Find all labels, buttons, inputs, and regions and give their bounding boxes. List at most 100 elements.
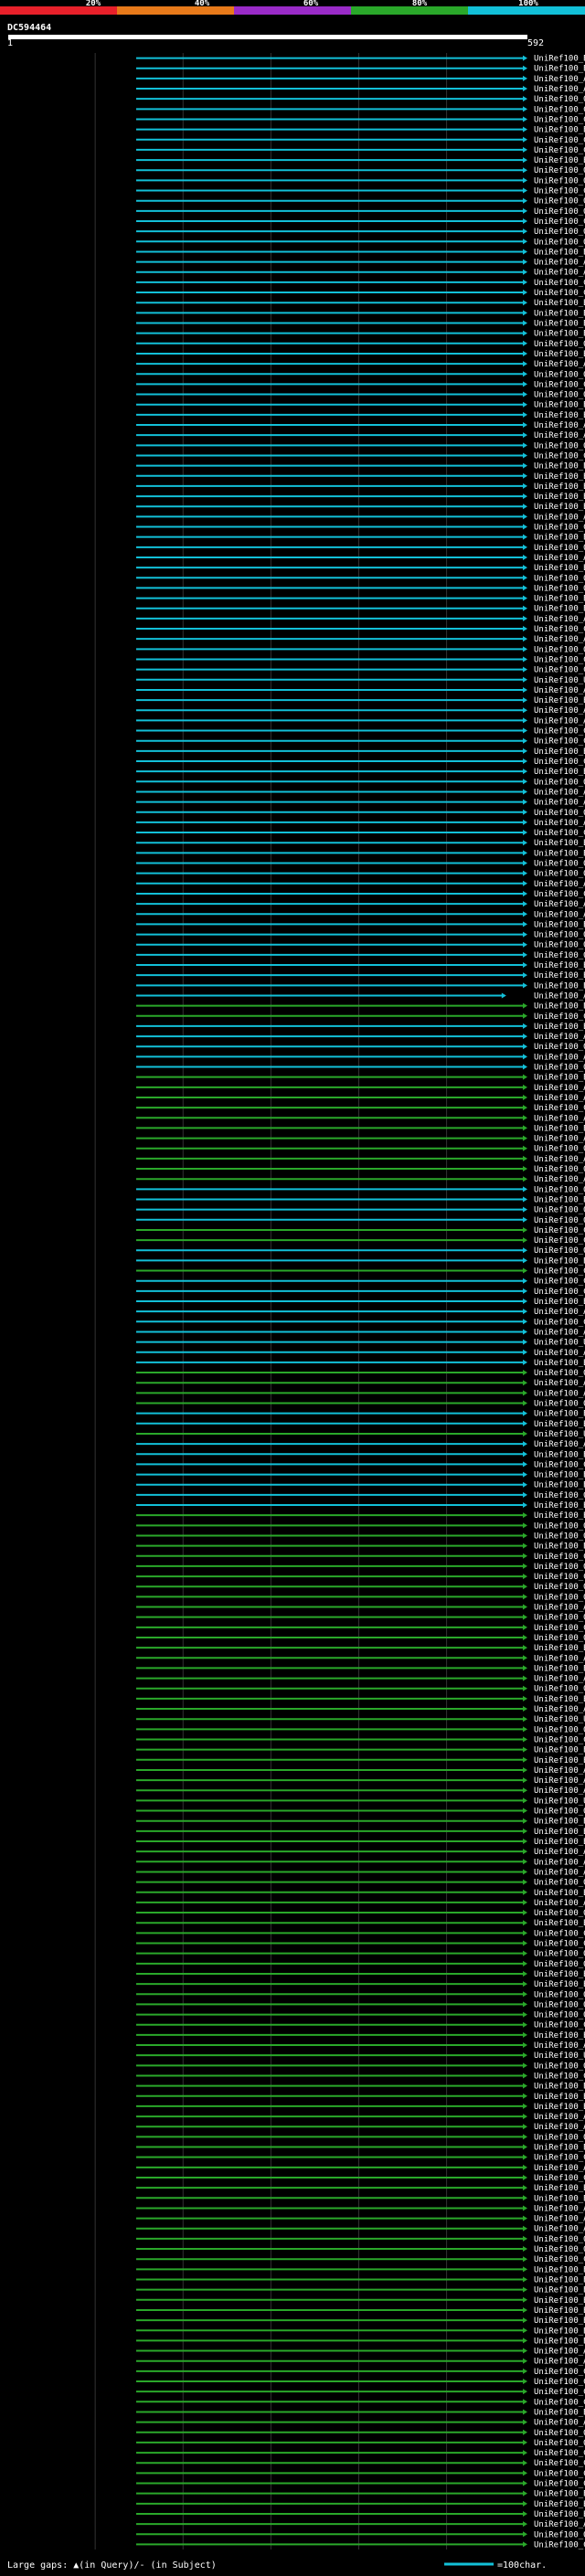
hit-label[interactable]: UniRef100_B9HI29: [534, 2194, 585, 2203]
hit-label[interactable]: UniRef100_B9I5S7: [534, 330, 585, 339]
hit-label[interactable]: UniRef100_Q7G2B6: [534, 1185, 585, 1194]
hit-label[interactable]: UniRef100_C5Y9Y1: [534, 380, 585, 389]
hit-label[interactable]: UniRef100_C5X6F2: [534, 1318, 585, 1327]
hit-label[interactable]: UniRef100_B9IE38: [534, 981, 585, 991]
hit-label[interactable]: UniRef100_Q8LJ11: [534, 1400, 585, 1409]
hit-label[interactable]: UniRef100_B9F4T8: [534, 1828, 585, 1837]
hit-label[interactable]: UniRef100_A3CJ52: [534, 1379, 585, 1388]
hit-label[interactable]: UniRef100_A7MWV9: [534, 1440, 585, 1449]
hit-label[interactable]: UniRef100_A9SNP9: [534, 880, 585, 889]
hit-label[interactable]: UniRef100_A3BBH4: [534, 900, 585, 909]
hit-label[interactable]: UniRef100_B9HYN0: [534, 2408, 585, 2417]
hit-label[interactable]: UniRef100_Q6ETP0: [534, 2439, 585, 2448]
hit-label[interactable]: UniRef100_C5XF21: [534, 1012, 585, 1022]
hit-label[interactable]: UniRef100_B8S5Q4: [534, 595, 585, 604]
hit-label[interactable]: UniRef100_Q8H4F5: [534, 1583, 585, 1592]
hit-label[interactable]: UniRef100_B9HH17: [534, 1746, 585, 1755]
hit-label[interactable]: UniRef100_Q84TE6: [534, 1614, 585, 1623]
hit-label[interactable]: UniRef100_A9TLK6: [534, 1654, 585, 1663]
hit-label[interactable]: UniRef100_Q0C3T0: [534, 2062, 585, 2071]
hit-label[interactable]: UniRef100_A9SZ58: [534, 1705, 585, 1714]
hit-label[interactable]: UniRef100_C5XDI7: [534, 1104, 585, 1113]
hit-label[interactable]: UniRef100_C5Z0N5: [534, 2449, 585, 2458]
hit-label[interactable]: UniRef100_C0J1R3: [534, 115, 585, 124]
hit-label[interactable]: UniRef100_C0PE74: [534, 2469, 585, 2478]
hit-label[interactable]: UniRef100_C5XVR3: [534, 655, 585, 664]
hit-label[interactable]: UniRef100_Q8H7M4: [534, 238, 585, 247]
hit-label[interactable]: UniRef100_B8S928: [534, 605, 585, 614]
hit-label[interactable]: UniRef100_C5Y965: [534, 2388, 585, 2397]
hit-label[interactable]: UniRef100_Q5F4H2: [534, 860, 585, 869]
hit-label[interactable]: UniRef100_C3PUH2: [534, 289, 585, 298]
hit-label[interactable]: UniRef100_B9RE11: [534, 2144, 585, 2153]
hit-label[interactable]: UniRef100_Q9FTY0: [534, 645, 585, 654]
hit-label[interactable]: UniRef100_B9RZ39: [534, 2490, 585, 2499]
hit-label[interactable]: UniRef100_B9HVR7: [534, 1420, 585, 1429]
hit-label[interactable]: UniRef100_C0PB43: [534, 1624, 585, 1633]
hit-label[interactable]: UniRef100_Q7ZJJ4: [534, 1950, 585, 1959]
hit-label[interactable]: UniRef100_A9TPD1: [534, 1328, 585, 1337]
hit-label[interactable]: UniRef100_A7PMY9: [534, 269, 585, 278]
hit-label[interactable]: UniRef100_Q9FK44: [534, 95, 585, 104]
hit-label[interactable]: UniRef100_B8A2B0: [534, 1818, 585, 1827]
hit-label[interactable]: UniRef100_Q7XIW6: [534, 391, 585, 400]
hit-label[interactable]: UniRef100_C5Z2S3: [534, 1940, 585, 1949]
hit-label[interactable]: UniRef100_Q9XGY1: [534, 1807, 585, 1817]
hit-label[interactable]: UniRef100_Q6ZHN0: [534, 370, 585, 379]
hit-label[interactable]: UniRef100_Q5VNK1: [534, 584, 585, 593]
hit-label[interactable]: UniRef100_B8AED2: [534, 564, 585, 573]
hit-label[interactable]: UniRef100_B8S933: [534, 482, 585, 492]
hit-label[interactable]: UniRef100_B6TZM7: [534, 849, 585, 858]
hit-label[interactable]: UniRef100_C7W9C0: [534, 2540, 585, 2549]
hit-label[interactable]: UniRef100_B8SRZ7: [534, 1195, 585, 1204]
hit-label[interactable]: UniRef100_B9SVA4: [534, 2286, 585, 2295]
hit-label[interactable]: UniRef100_C5Y644: [534, 2378, 585, 2387]
hit-label[interactable]: UniRef100_Q8H0J5: [534, 574, 585, 583]
hit-label[interactable]: UniRef100_A2YGS4: [534, 1675, 585, 1684]
hit-label[interactable]: UniRef100_B9SZB0: [534, 472, 585, 482]
hit-label[interactable]: UniRef100_C5XEY0: [534, 2398, 585, 2407]
hit-label[interactable]: UniRef100_A7P5Q8: [534, 1053, 585, 1062]
hit-label[interactable]: UniRef100_A7PIS3: [534, 421, 585, 430]
hit-label[interactable]: UniRef100_C0HFX1: [534, 758, 585, 767]
hit-label[interactable]: UniRef100_Q0LKN6: [534, 1216, 585, 1225]
hit-label[interactable]: UniRef100_Q9S947: [534, 1491, 585, 1500]
hit-label[interactable]: UniRef100_UP1000...: [534, 1715, 585, 1724]
hit-label[interactable]: UniRef100_B9N610: [534, 2296, 585, 2306]
hit-label[interactable]: UniRef100_C5X7P9: [534, 2174, 585, 2183]
hit-label[interactable]: UniRef100_B6TTB8: [534, 747, 585, 757]
hit-label[interactable]: UniRef100_A7PM75: [534, 85, 585, 94]
hit-label[interactable]: UniRef100_Q2N833: [534, 1064, 585, 1073]
hit-label[interactable]: UniRef100_B6SU10: [534, 248, 585, 257]
hit-label[interactable]: UniRef100_B8XWD6: [534, 696, 585, 705]
hit-label[interactable]: UniRef100_Q0LKN8: [534, 1879, 585, 1888]
hit-label[interactable]: UniRef100_A9PFN0: [534, 2348, 585, 2357]
hit-label[interactable]: UniRef100_UP1000...: [534, 1430, 585, 1439]
hit-label[interactable]: UniRef100_B2ZGR8: [534, 156, 585, 165]
hit-label[interactable]: UniRef100_B2ZGS6: [534, 2337, 585, 2346]
hit-label[interactable]: UniRef100_C5YSP9: [534, 451, 585, 461]
hit-label[interactable]: UniRef100_B9H3E4: [534, 299, 585, 308]
hit-label[interactable]: UniRef100_B2ZGS0: [534, 1471, 585, 1480]
hit-label[interactable]: UniRef100_UP1000...: [534, 1797, 585, 1806]
hit-label[interactable]: UniRef100_A7Q0P0: [534, 2204, 585, 2213]
hit-label[interactable]: UniRef100_A2ZAZ5: [534, 1389, 585, 1398]
hit-label[interactable]: UniRef100_B8A0L4: [534, 1838, 585, 1847]
hit-label[interactable]: UniRef100_Q9S851: [534, 1246, 585, 1256]
hit-label[interactable]: UniRef100_C0J1R2: [534, 2480, 585, 2489]
hit-label[interactable]: UniRef100_C5YIT3: [534, 1267, 585, 1277]
hit-label[interactable]: UniRef100_B2ZGR6: [534, 2510, 585, 2519]
hit-label[interactable]: UniRef100_B9F377: [534, 1542, 585, 1552]
hit-label[interactable]: UniRef100_A7PTP5: [534, 1776, 585, 1786]
hit-label[interactable]: UniRef100_C5XC02: [534, 187, 585, 196]
hit-label[interactable]: UniRef100_C5Y3M2: [534, 666, 585, 675]
hit-label[interactable]: UniRef100_A9TLK0: [534, 1135, 585, 1144]
hit-label[interactable]: UniRef100_Q6JTW7: [534, 1685, 585, 1694]
hit-label[interactable]: UniRef100_B9GPP5: [534, 1124, 585, 1133]
hit-label[interactable]: UniRef100_B4FYN7: [534, 1756, 585, 1765]
hit-label[interactable]: UniRef100_A7QML1: [534, 1858, 585, 1867]
hit-label[interactable]: UniRef100_A9T4L6: [534, 2041, 585, 2051]
hit-label[interactable]: UniRef100_Q5F4M0: [534, 1909, 585, 1918]
hit-label[interactable]: UniRef100_UP1000...: [534, 2051, 585, 2061]
hit-label[interactable]: UniRef100_B9SPB4: [534, 1023, 585, 1032]
